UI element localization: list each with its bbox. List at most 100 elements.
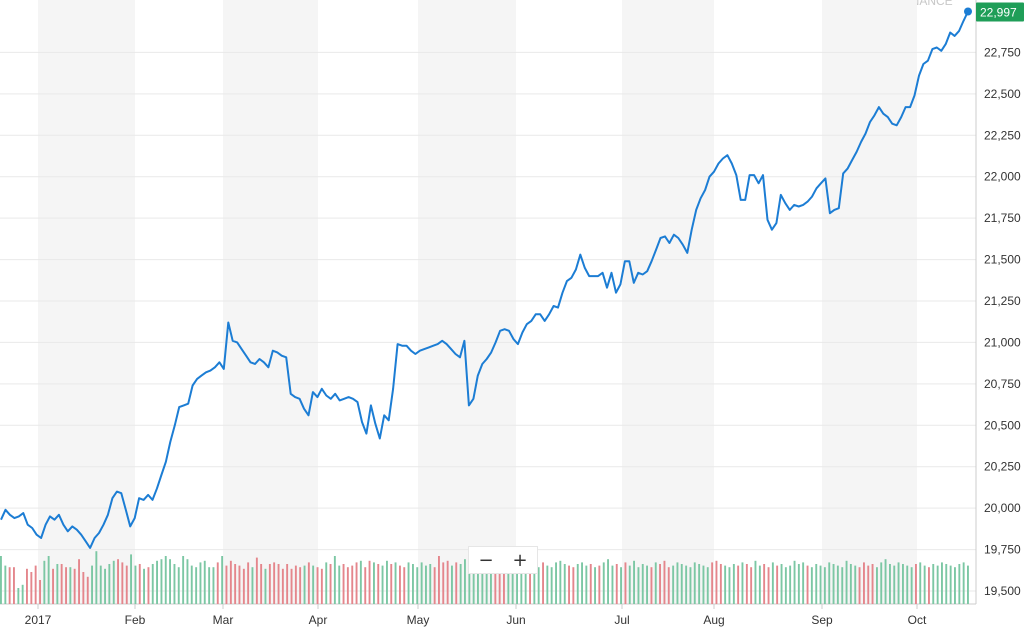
volume-bar — [646, 565, 648, 604]
volume-bar — [650, 567, 653, 604]
volume-bar — [260, 564, 263, 604]
x-tick-label: 2017 — [25, 613, 52, 627]
volume-bar — [711, 562, 714, 604]
volume-bar — [680, 564, 683, 604]
volume-bar — [750, 567, 753, 604]
volume-bar — [789, 565, 792, 604]
volume-bar — [615, 564, 618, 604]
volume-bar — [702, 565, 705, 604]
zoom-in-button[interactable]: + — [512, 549, 528, 571]
volume-bar — [333, 556, 336, 604]
volume-bar — [173, 564, 176, 604]
volume-bar — [611, 565, 614, 604]
volume-bar — [672, 565, 675, 604]
volume-bar — [793, 560, 796, 604]
last-price-badge-bg — [976, 2, 1024, 22]
volume-bar — [815, 564, 818, 604]
volume-bar — [706, 567, 709, 604]
volume-bar — [520, 567, 523, 604]
volume-bar — [438, 556, 440, 604]
volume-bar — [195, 567, 198, 604]
y-tick-label: 20,000 — [984, 501, 1021, 515]
x-tick-label: Sep — [811, 613, 833, 627]
volume-bar — [472, 564, 475, 604]
volume-bar — [633, 560, 635, 604]
volume-bar — [962, 562, 965, 604]
volume-bar — [594, 567, 596, 604]
volume-bar — [286, 564, 289, 604]
volume-bar — [307, 562, 310, 604]
volume-bar — [498, 564, 501, 604]
volume-bar — [73, 568, 76, 604]
x-axis-ticks: 2017 Feb Mar Apr May Jun Jul Aug Sep Oct — [25, 604, 927, 627]
volume-bar — [906, 565, 909, 604]
x-tick-label: Jul — [614, 613, 629, 627]
volume-bar — [69, 567, 72, 604]
volume-bar — [737, 565, 740, 604]
volume-bar — [86, 576, 89, 604]
volume-bar — [95, 551, 98, 604]
zoom-out-button[interactable]: − — [478, 549, 494, 571]
volume-bar — [537, 567, 540, 604]
volume-bar — [572, 567, 575, 604]
volume-bar — [60, 564, 63, 604]
volume-bar — [312, 565, 315, 604]
volume-bar — [338, 565, 341, 604]
volume-bar — [689, 567, 692, 604]
volume-bar — [39, 580, 41, 604]
x-tick-label: May — [407, 613, 430, 627]
volume-bar — [468, 567, 471, 604]
x-tick-label: Oct — [908, 613, 927, 627]
volume-bar — [919, 562, 922, 604]
x-tick-label: Feb — [125, 613, 146, 627]
y-tick-label: 19,750 — [984, 543, 1021, 557]
volume-bar — [563, 564, 566, 604]
volume-bar — [550, 567, 553, 604]
volume-bar — [767, 567, 770, 604]
y-axis-ticks: 19,500 19,750 20,000 20,250 20,500 20,750 21,0… — [984, 45, 1021, 598]
volume-bar — [281, 568, 284, 604]
volume-bar — [91, 565, 93, 604]
volume-bar — [52, 568, 54, 604]
volume-bar — [897, 562, 900, 604]
volume-bar — [568, 565, 570, 604]
zoom-control[interactable]: − + — [468, 546, 538, 574]
volume-bar — [663, 560, 666, 604]
volume-bar — [516, 564, 518, 604]
volume-bar — [624, 562, 627, 604]
volume-bar — [117, 559, 119, 604]
volume-bar — [893, 565, 896, 604]
volume-bar — [290, 568, 293, 604]
volume-bar — [4, 565, 7, 604]
last-point-marker — [964, 7, 972, 16]
volume-bar — [776, 565, 779, 604]
volume-bar — [659, 564, 661, 604]
volume-bar — [481, 562, 484, 604]
volume-bar — [455, 562, 458, 604]
month-band — [223, 0, 318, 604]
volume-bar — [47, 556, 50, 604]
volume-bar — [836, 565, 839, 604]
volume-bar — [407, 562, 410, 604]
volume-bar — [234, 564, 237, 604]
volume-bar — [923, 565, 926, 604]
volume-bar — [941, 562, 943, 604]
volume-bar — [967, 565, 969, 604]
volume-bar — [693, 562, 696, 604]
volume-bar — [958, 564, 961, 604]
y-tick-label: 21,000 — [984, 335, 1021, 349]
volume-bar — [325, 562, 328, 604]
volume-bar — [589, 564, 592, 604]
volume-bar — [745, 564, 748, 604]
volume-bar — [685, 565, 688, 604]
last-price-badge: 22,997 — [976, 2, 1024, 22]
volume-bar — [112, 560, 115, 604]
volume-bar — [351, 565, 354, 604]
volume-bar — [884, 559, 887, 604]
volume-bar — [17, 588, 20, 604]
volume-bar — [576, 564, 579, 604]
volume-bars — [0, 551, 969, 604]
volume-bar — [446, 560, 449, 604]
volume-bar — [13, 567, 15, 604]
